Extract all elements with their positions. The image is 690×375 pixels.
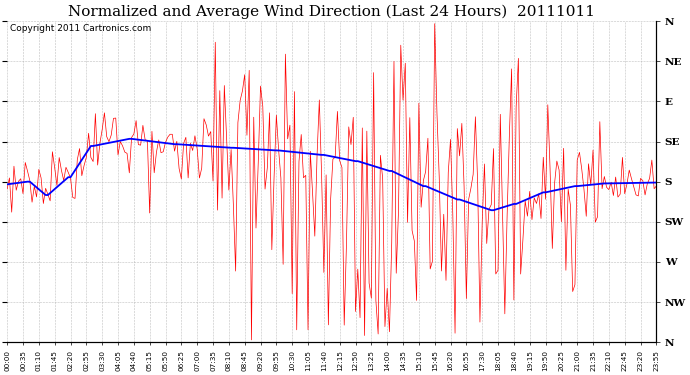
Text: Copyright 2011 Cartronics.com: Copyright 2011 Cartronics.com: [10, 24, 152, 33]
Title: Normalized and Average Wind Direction (Last 24 Hours)  20111011: Normalized and Average Wind Direction (L…: [68, 4, 595, 18]
